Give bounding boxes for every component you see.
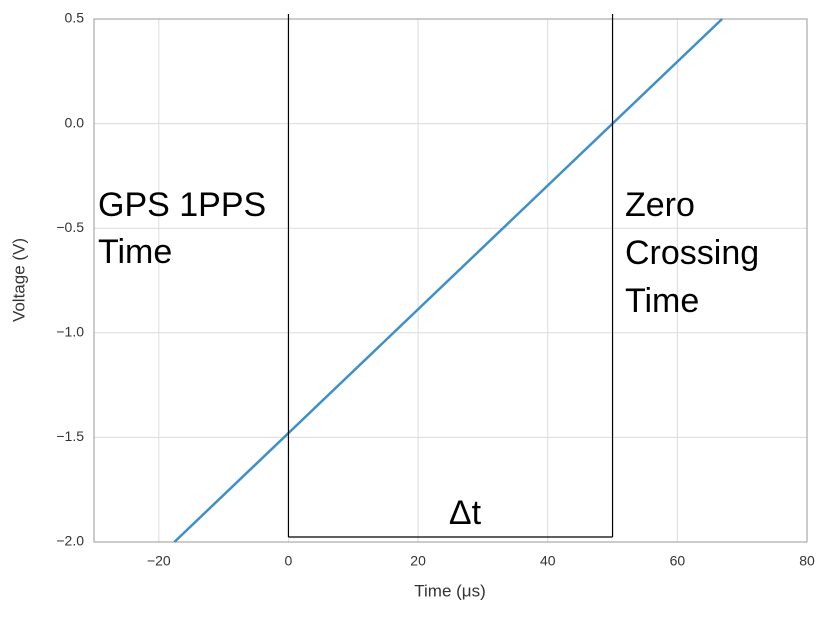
annotation-line: Crossing [625,234,759,272]
plot-frame [93,18,808,543]
x-tick-label: −20 [147,553,171,569]
x-tick-label: 0 [285,553,293,569]
y-tick-label: −1.0 [56,324,84,340]
annotation-line: GPS 1PPS [98,186,266,224]
annotation-zero: Zero Crossing Time [625,186,759,320]
annotation-line: Time [625,282,699,320]
annotation-gps: GPS 1PPS Time [98,186,266,271]
x-tick-label: 20 [410,553,426,569]
x-tick-label: 60 [670,553,686,569]
x-tick-label: 80 [799,553,815,569]
annotation-line: Time [98,233,172,271]
y-tick-label: −0.5 [56,219,84,235]
x-axis-label: Time (μs) [414,581,486,600]
y-axis-label: Voltage (V) [9,238,28,322]
annotation-delta: Δt [449,494,482,532]
annotation-line: Zero [625,186,695,224]
data-line [173,18,723,543]
y-tick-label: −1.5 [56,428,84,444]
y-tick-label: 0.0 [65,114,85,130]
y-tick-label: −2.0 [56,533,84,549]
x-tick-label: 40 [540,553,556,569]
y-tick-label: 0.5 [65,10,85,26]
